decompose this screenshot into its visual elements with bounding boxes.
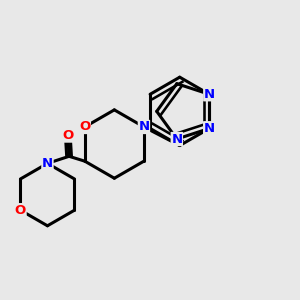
Text: N: N: [204, 122, 215, 135]
Text: O: O: [79, 121, 90, 134]
Text: N: N: [204, 122, 215, 135]
Text: O: O: [62, 129, 74, 142]
Text: N: N: [204, 88, 215, 101]
Text: N: N: [171, 133, 182, 146]
Text: O: O: [15, 204, 26, 217]
Text: N: N: [42, 157, 53, 170]
Text: N: N: [138, 121, 149, 134]
